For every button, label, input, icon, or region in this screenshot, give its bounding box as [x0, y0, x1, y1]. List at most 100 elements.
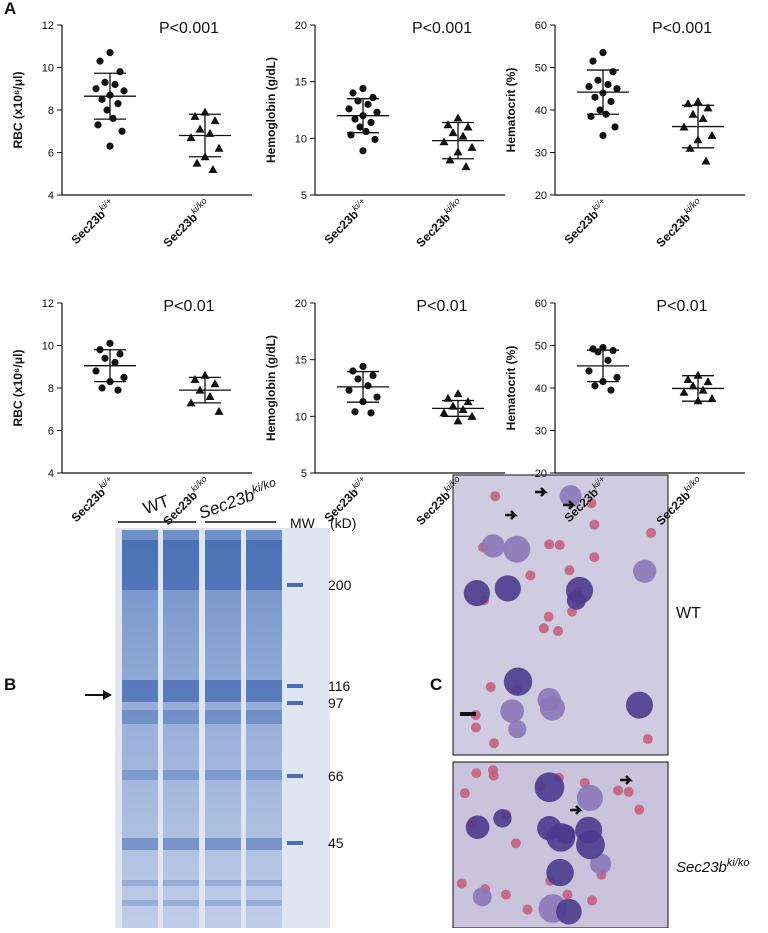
red-cell — [510, 838, 521, 849]
chart-title: P<0.001 — [412, 20, 472, 37]
x-tick-label-sup: ki/ko — [682, 474, 702, 494]
nucleated-cell — [539, 695, 565, 721]
nucleated-cell — [576, 784, 603, 812]
chart-title: P<0.01 — [163, 298, 214, 315]
data-point — [461, 162, 471, 171]
x-tick-label: Sec23bki/ko — [652, 196, 706, 250]
data-point — [453, 389, 463, 398]
x-tick-label-text: Sec23b — [160, 210, 200, 250]
data-point — [373, 393, 381, 401]
y-axis-label: Hematocrit (%) — [504, 68, 518, 153]
gel-band — [246, 680, 282, 702]
panel-label: B — [4, 675, 16, 694]
arrow-head — [103, 690, 112, 700]
gel-band — [122, 900, 158, 906]
red-cell — [459, 788, 470, 799]
data-point — [101, 78, 109, 86]
red-cell — [586, 498, 597, 509]
gel-lane — [163, 530, 199, 928]
y-tick-label: 12 — [42, 20, 54, 32]
y-tick-label: 4 — [48, 468, 54, 480]
data-point — [443, 120, 453, 129]
data-point — [351, 115, 359, 123]
data-point — [106, 339, 114, 347]
red-cell — [587, 895, 598, 906]
data-point — [205, 392, 215, 400]
data-point — [439, 408, 449, 417]
nucleated-cell — [633, 559, 657, 583]
data-point — [111, 358, 119, 367]
data-point — [591, 93, 599, 101]
data-point — [98, 95, 106, 103]
data-point — [214, 143, 224, 152]
data-point — [594, 348, 602, 356]
data-point — [114, 386, 122, 394]
data-point — [106, 142, 114, 150]
mw-marker-label: 200 — [328, 577, 352, 593]
gel-lane — [246, 530, 282, 928]
nucleated-cell — [559, 485, 582, 507]
red-cell — [489, 738, 500, 749]
data-point — [698, 385, 708, 394]
y-axis-label: RBC (x10⁶/μl) — [11, 72, 25, 149]
data-point — [693, 370, 703, 379]
gel-band — [122, 770, 158, 780]
gel-band — [163, 900, 199, 906]
red-cell — [525, 570, 536, 581]
gel-band — [122, 838, 158, 850]
red-cell — [490, 491, 501, 502]
data-point — [114, 100, 122, 108]
micrograph-label: Sec23bki/ko — [676, 857, 750, 876]
x-tick-label: Sec23bki/+ — [67, 474, 118, 525]
x-tick-label: Sec23bki/+ — [560, 196, 611, 247]
gel-band — [122, 680, 158, 702]
gel-band — [246, 880, 282, 886]
data-point — [613, 373, 621, 381]
x-tick-label-sup: ki/ko — [189, 474, 209, 494]
data-point — [351, 408, 359, 416]
nucleated-cell — [493, 809, 512, 828]
gel-band — [163, 710, 199, 724]
ladder-band — [287, 701, 303, 705]
red-cell — [543, 611, 554, 622]
mw-marker-label: 45 — [328, 835, 344, 851]
gel-band — [163, 770, 199, 780]
data-point — [448, 128, 458, 137]
data-point — [101, 354, 109, 362]
data-point — [679, 387, 689, 396]
data-point — [345, 105, 353, 113]
y-tick-label: 30 — [535, 426, 547, 438]
data-point — [359, 147, 367, 155]
mw-marker-label: 116 — [328, 678, 351, 694]
cell-arrow — [620, 775, 634, 785]
data-point — [589, 57, 597, 65]
y-axis-label: Hemoglobin (g/dL) — [264, 335, 278, 441]
data-point — [345, 386, 353, 394]
data-point — [210, 116, 220, 125]
gel — [115, 528, 330, 928]
mw-header: MW — [290, 515, 316, 531]
y-tick-label: 6 — [48, 148, 54, 160]
lane-label: Sec23bki/ko — [195, 475, 280, 523]
nucleated-cell — [575, 816, 603, 844]
y-tick-label: 30 — [535, 148, 547, 160]
data-point — [367, 118, 375, 127]
gel-band — [163, 680, 199, 702]
micrographs — [452, 474, 669, 929]
data-point — [585, 83, 593, 91]
red-cell — [470, 722, 481, 733]
x-tick-label-text: Sec23b — [561, 207, 601, 247]
gel-band — [205, 710, 241, 724]
y-tick-label: 5 — [301, 468, 307, 480]
y-tick-label: 10 — [42, 341, 54, 353]
x-tick-label-sup: ki/ko — [682, 196, 702, 216]
data-point — [707, 131, 717, 139]
y-tick-label: 10 — [42, 63, 54, 75]
data-point — [354, 375, 362, 383]
x-tick-label: Sec23bki/+ — [67, 196, 118, 247]
data-point — [356, 123, 364, 131]
data-point — [599, 131, 607, 140]
red-cell — [623, 786, 634, 797]
data-point — [349, 89, 357, 97]
data-point — [106, 49, 114, 57]
